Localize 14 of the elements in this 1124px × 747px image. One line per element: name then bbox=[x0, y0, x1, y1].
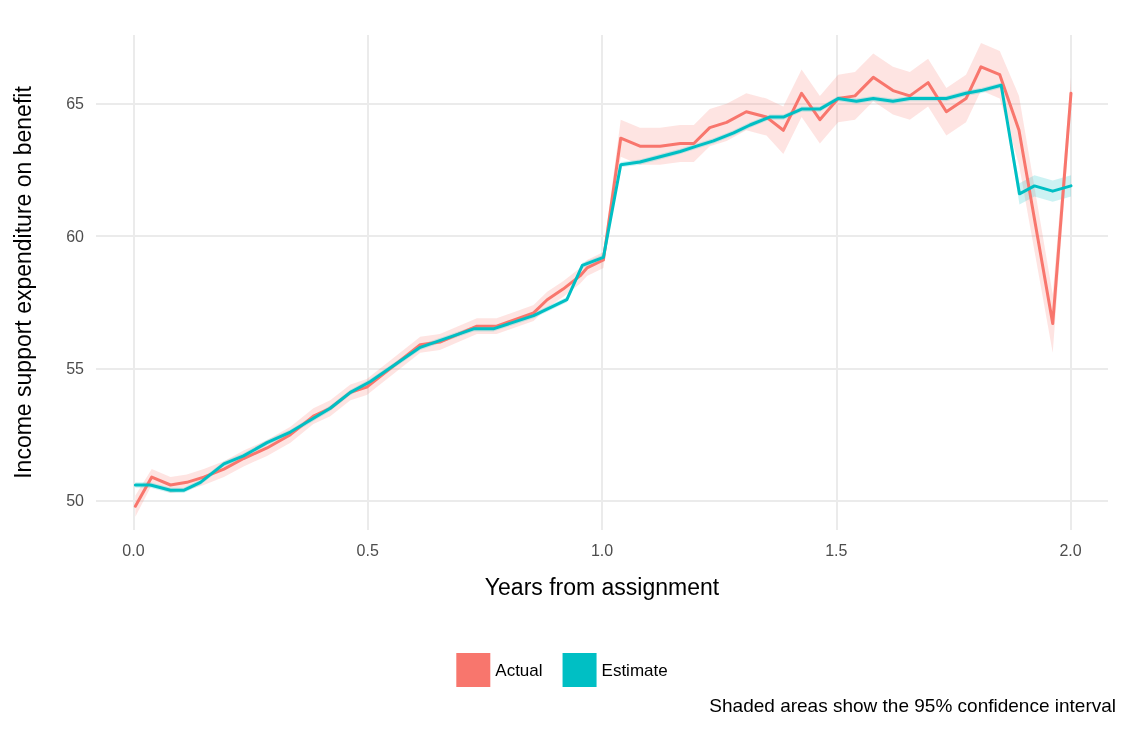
text: Shaded areas show the 95% confidence interval bbox=[709, 695, 1116, 716]
legend-label: Estimate bbox=[601, 660, 668, 680]
y-tick-label: 55 bbox=[66, 360, 85, 378]
x-tick-label: 0.5 bbox=[356, 541, 379, 559]
y-axis-title: Income support expenditure on benefit bbox=[9, 85, 36, 479]
x-tick-label: 0.0 bbox=[122, 541, 145, 559]
x-tick-label: 1.0 bbox=[590, 541, 614, 559]
y-tick-label: 60 bbox=[66, 227, 85, 245]
y-tick-label: 50 bbox=[66, 492, 85, 510]
y-tick-label: 65 bbox=[66, 95, 85, 113]
x-axis-title: Years from assignment bbox=[484, 573, 720, 600]
x-tick-label: 2.0 bbox=[1059, 541, 1082, 559]
x-tick-label: 1.5 bbox=[825, 541, 848, 559]
legend-label: Actual bbox=[495, 660, 543, 680]
